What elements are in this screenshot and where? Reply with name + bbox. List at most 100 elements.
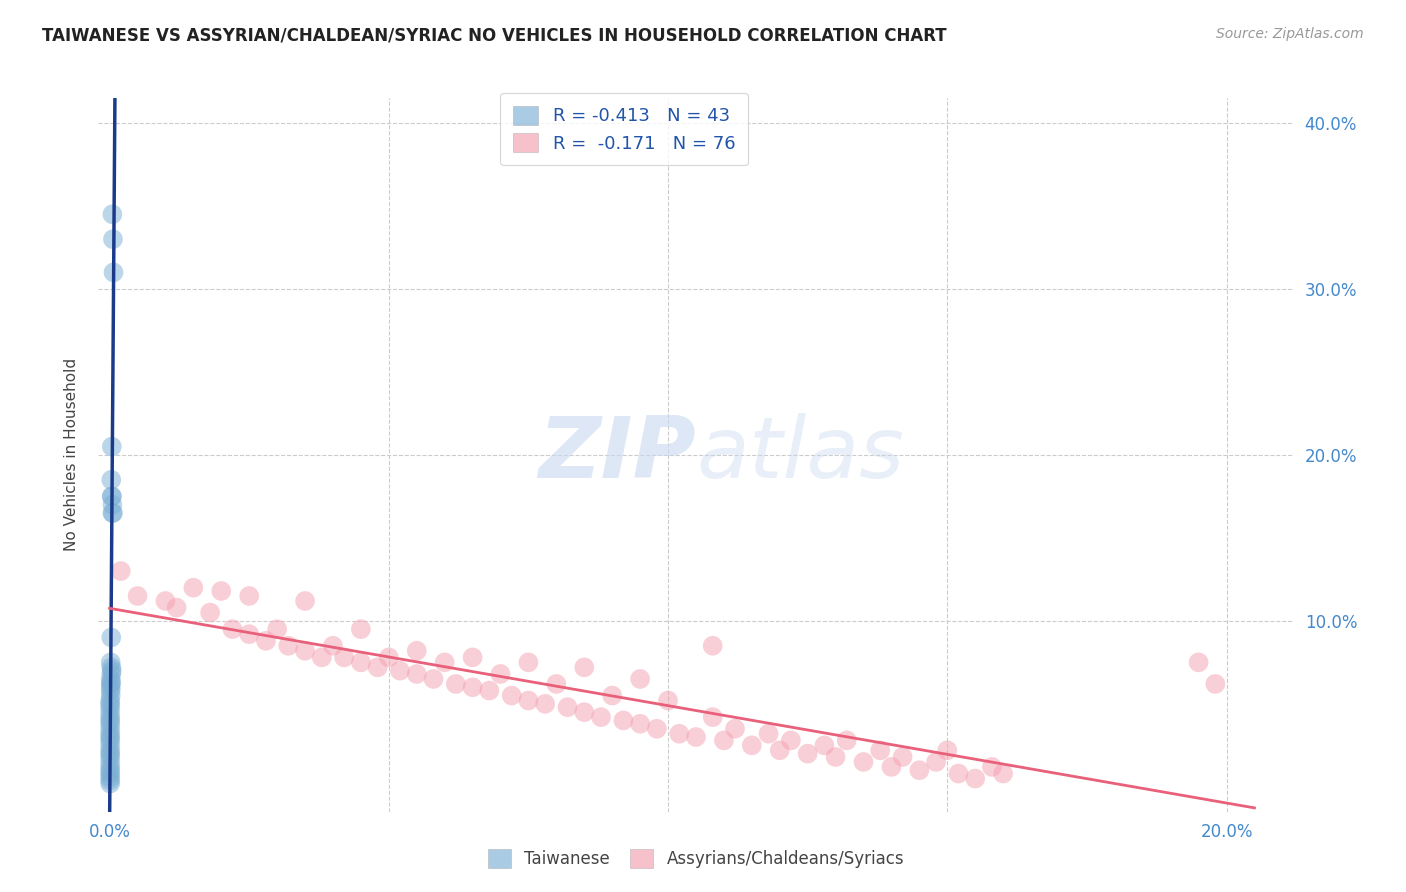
Point xyxy=(294,594,316,608)
Point xyxy=(98,773,121,788)
Point xyxy=(98,700,121,714)
Point xyxy=(100,667,122,681)
Point xyxy=(1187,656,1209,670)
Point xyxy=(628,716,651,731)
Point xyxy=(101,232,124,246)
Point xyxy=(322,639,344,653)
Point xyxy=(965,772,987,786)
Point xyxy=(155,594,177,608)
Point xyxy=(433,656,456,670)
Point xyxy=(98,763,121,777)
Point xyxy=(101,207,124,221)
Point xyxy=(422,672,444,686)
Point xyxy=(501,689,523,703)
Point xyxy=(98,747,121,761)
Point xyxy=(991,766,1014,780)
Point xyxy=(981,760,1004,774)
Point xyxy=(702,639,724,653)
Point xyxy=(98,766,121,780)
Point xyxy=(100,680,122,694)
Point xyxy=(277,639,299,653)
Point xyxy=(101,506,124,520)
Point xyxy=(110,564,132,578)
Point xyxy=(350,656,373,670)
Point xyxy=(98,760,121,774)
Point xyxy=(444,677,467,691)
Point xyxy=(852,755,875,769)
Point xyxy=(100,656,122,670)
Point xyxy=(183,581,205,595)
Point xyxy=(796,747,818,761)
Point xyxy=(101,440,124,454)
Point xyxy=(668,727,690,741)
Point xyxy=(835,733,858,747)
Text: atlas: atlas xyxy=(696,413,904,497)
Point xyxy=(948,766,970,780)
Point xyxy=(758,727,780,741)
Point xyxy=(266,622,288,636)
Point xyxy=(489,667,512,681)
Point xyxy=(378,650,401,665)
Point xyxy=(702,710,724,724)
Point xyxy=(388,664,411,678)
Point xyxy=(98,697,121,711)
Point xyxy=(813,739,835,753)
Point xyxy=(100,660,122,674)
Point xyxy=(98,730,121,744)
Point xyxy=(98,776,121,790)
Point xyxy=(98,722,121,736)
Point xyxy=(101,664,124,678)
Point xyxy=(198,606,221,620)
Point xyxy=(100,675,122,690)
Point xyxy=(98,710,121,724)
Point xyxy=(925,755,948,769)
Point xyxy=(517,656,540,670)
Point xyxy=(98,733,121,747)
Point xyxy=(98,727,121,741)
Text: TAIWANESE VS ASSYRIAN/CHALDEAN/SYRIAC NO VEHICLES IN HOUSEHOLD CORRELATION CHART: TAIWANESE VS ASSYRIAN/CHALDEAN/SYRIAC NO… xyxy=(42,27,946,45)
Point xyxy=(98,750,121,764)
Point xyxy=(100,631,122,645)
Point xyxy=(936,743,959,757)
Point xyxy=(589,710,612,724)
Point xyxy=(600,689,623,703)
Point xyxy=(574,660,596,674)
Point xyxy=(221,622,243,636)
Point xyxy=(166,600,188,615)
Point xyxy=(98,755,121,769)
Point xyxy=(100,473,122,487)
Point xyxy=(461,680,484,694)
Point xyxy=(98,693,121,707)
Point xyxy=(98,716,121,731)
Point xyxy=(254,633,277,648)
Point xyxy=(612,714,634,728)
Point xyxy=(780,733,803,747)
Point xyxy=(101,490,124,504)
Point xyxy=(98,705,121,719)
Point xyxy=(101,490,124,504)
Point xyxy=(557,700,579,714)
Point xyxy=(311,650,333,665)
Point xyxy=(100,672,122,686)
Text: ZIP: ZIP xyxy=(538,413,696,497)
Point xyxy=(101,506,124,520)
Point xyxy=(98,743,121,757)
Point xyxy=(869,743,891,757)
Point xyxy=(100,677,122,691)
Point xyxy=(238,627,260,641)
Point xyxy=(891,750,914,764)
Point xyxy=(645,722,668,736)
Point xyxy=(908,763,931,777)
Point xyxy=(209,584,232,599)
Point xyxy=(517,693,540,707)
Point xyxy=(824,750,846,764)
Point xyxy=(534,697,557,711)
Point xyxy=(333,650,356,665)
Point xyxy=(546,677,568,691)
Point xyxy=(98,714,121,728)
Point xyxy=(741,739,763,753)
Point xyxy=(461,650,484,665)
Point xyxy=(478,683,501,698)
Point xyxy=(769,743,792,757)
Point xyxy=(127,589,149,603)
